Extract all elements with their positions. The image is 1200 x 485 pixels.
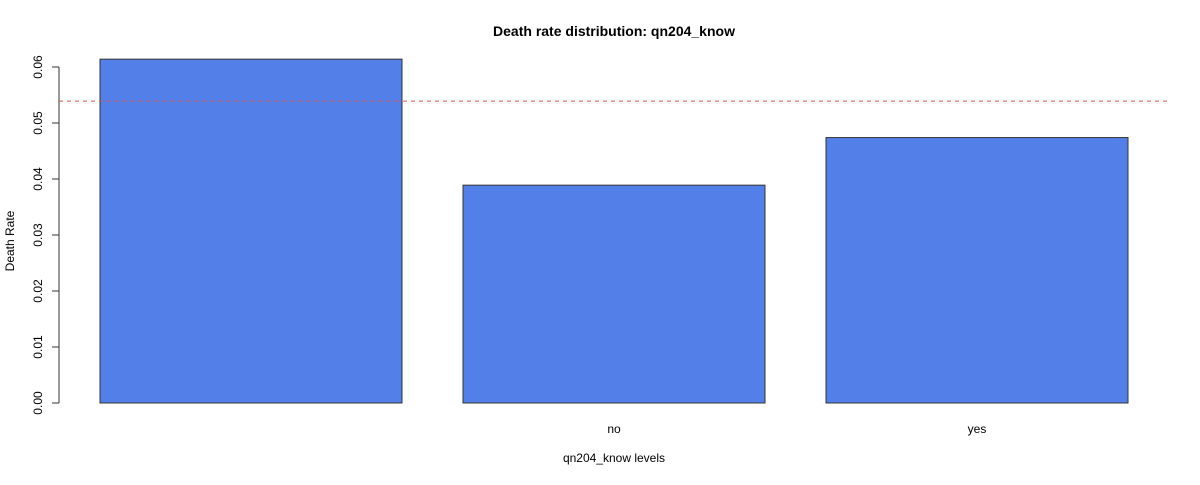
y-axis-label: Death Rate — [3, 210, 17, 271]
bar — [825, 137, 1129, 404]
bar — [462, 184, 766, 404]
y-axis: 0.00 0.01 0.02 0.03 0.04 0.05 0.06 — [31, 55, 60, 415]
bars — [99, 58, 1129, 404]
x-tick-label: yes — [968, 422, 987, 436]
y-tick-label: 0.04 — [31, 167, 45, 191]
y-tick-label: 0.00 — [31, 391, 45, 415]
x-tick-label: no — [607, 422, 621, 436]
chart-title: Death rate distribution: qn204_know — [493, 23, 735, 39]
y-tick-label: 0.05 — [31, 111, 45, 135]
y-tick-label: 0.06 — [31, 55, 45, 79]
y-tick-label: 0.02 — [31, 279, 45, 303]
x-tick-labels: no yes — [607, 422, 986, 436]
x-axis-label: qn204_know levels — [563, 451, 665, 465]
bar — [99, 58, 403, 404]
y-tick-label: 0.03 — [31, 223, 45, 247]
y-tick-label: 0.01 — [31, 335, 45, 359]
